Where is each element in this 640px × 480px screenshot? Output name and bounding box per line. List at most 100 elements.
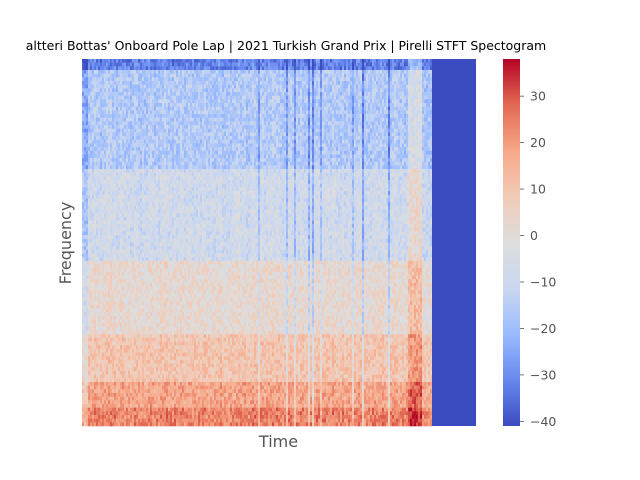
heatmap-cell [220, 92, 222, 96]
heatmap-cell [312, 66, 314, 70]
heatmap-cell [324, 96, 326, 100]
heatmap-cell [122, 125, 124, 129]
heatmap-cell [142, 81, 144, 85]
heatmap-cell [98, 154, 100, 158]
heatmap-cell [286, 114, 288, 118]
heatmap-cell [354, 63, 356, 67]
heatmap-cell [252, 147, 254, 151]
heatmap-cell [134, 110, 136, 114]
heatmap-cell [172, 77, 174, 81]
heatmap-cell [84, 77, 86, 81]
heatmap-cell [348, 147, 350, 151]
heatmap-cell [420, 103, 422, 107]
heatmap-cell [126, 88, 128, 92]
heatmap-cell [102, 81, 104, 85]
heatmap-cell [404, 136, 406, 140]
heatmap-cell [92, 81, 94, 85]
heatmap-cell [310, 63, 312, 67]
heatmap-cell [364, 63, 366, 67]
heatmap-cell [326, 140, 328, 144]
heatmap-cell [420, 140, 422, 144]
heatmap-cell [386, 66, 388, 70]
heatmap-cell [214, 162, 216, 166]
heatmap-cell [378, 74, 380, 78]
heatmap-cell [128, 162, 130, 166]
heatmap-cell [256, 88, 258, 92]
heatmap-cell [426, 77, 428, 81]
heatmap-cell [256, 140, 258, 144]
heatmap-cell [278, 107, 280, 111]
heatmap-cell [418, 158, 420, 162]
heatmap-cell [332, 107, 334, 111]
heatmap-cell [204, 154, 206, 158]
heatmap-cell [100, 121, 102, 125]
heatmap-cell [148, 121, 150, 125]
heatmap-cell [250, 143, 252, 147]
heatmap-cell [146, 118, 148, 122]
heatmap-cell [144, 114, 146, 118]
heatmap-cell [166, 121, 168, 125]
heatmap-cell [398, 140, 400, 144]
heatmap-cell [318, 125, 320, 129]
heatmap-cell [320, 81, 322, 85]
heatmap-cell [340, 136, 342, 140]
heatmap-cell [112, 110, 114, 114]
heatmap-cell [88, 85, 90, 89]
heatmap-cell [124, 88, 126, 92]
heatmap-cell [86, 74, 88, 78]
heatmap-cell [144, 158, 146, 162]
heatmap-cell [258, 92, 260, 96]
heatmap-cell [144, 77, 146, 81]
heatmap-cell [90, 99, 92, 103]
heatmap-cell [392, 59, 394, 63]
heatmap-cell [300, 110, 302, 114]
heatmap-cell [116, 92, 118, 96]
heatmap-cell [220, 110, 222, 114]
heatmap-cell [208, 110, 210, 114]
heatmap-cell [220, 63, 222, 67]
heatmap-cell [174, 81, 176, 85]
heatmap-cell [388, 85, 390, 89]
heatmap-cell [326, 81, 328, 85]
heatmap-cell [328, 158, 330, 162]
heatmap-cell [244, 85, 246, 89]
heatmap-cell [314, 147, 316, 151]
heatmap-cell [134, 114, 136, 118]
heatmap-cell [350, 132, 352, 136]
heatmap-cell [378, 158, 380, 162]
heatmap-cell [170, 59, 172, 63]
heatmap-cell [356, 70, 358, 74]
heatmap-cell [258, 66, 260, 70]
heatmap-cell [314, 110, 316, 114]
heatmap-cell [226, 147, 228, 151]
heatmap-cell [180, 63, 182, 67]
heatmap-cell [226, 77, 228, 81]
heatmap-cell [110, 136, 112, 140]
heatmap-cell [188, 81, 190, 85]
heatmap-cell [346, 143, 348, 147]
heatmap-cell [162, 74, 164, 78]
heatmap-cell [410, 66, 412, 70]
heatmap-cell [182, 103, 184, 107]
heatmap-cell [366, 151, 368, 155]
heatmap-cell [370, 59, 372, 63]
heatmap-cell [264, 151, 266, 155]
heatmap-cell [212, 158, 214, 162]
heatmap-cell [408, 107, 410, 111]
heatmap-cell [406, 63, 408, 67]
heatmap-cell [226, 158, 228, 162]
heatmap-cell [322, 63, 324, 67]
heatmap-cell [332, 147, 334, 151]
heatmap-cell [120, 74, 122, 78]
heatmap-cell [180, 136, 182, 140]
heatmap-cell [340, 88, 342, 92]
heatmap-cell [290, 99, 292, 103]
heatmap-cell [146, 125, 148, 129]
heatmap-cell [224, 88, 226, 92]
heatmap-cell [372, 132, 374, 136]
heatmap-cell [86, 66, 88, 70]
heatmap-cell [146, 70, 148, 74]
heatmap-cell [228, 125, 230, 129]
heatmap-cell [178, 114, 180, 118]
heatmap-cell [212, 114, 214, 118]
